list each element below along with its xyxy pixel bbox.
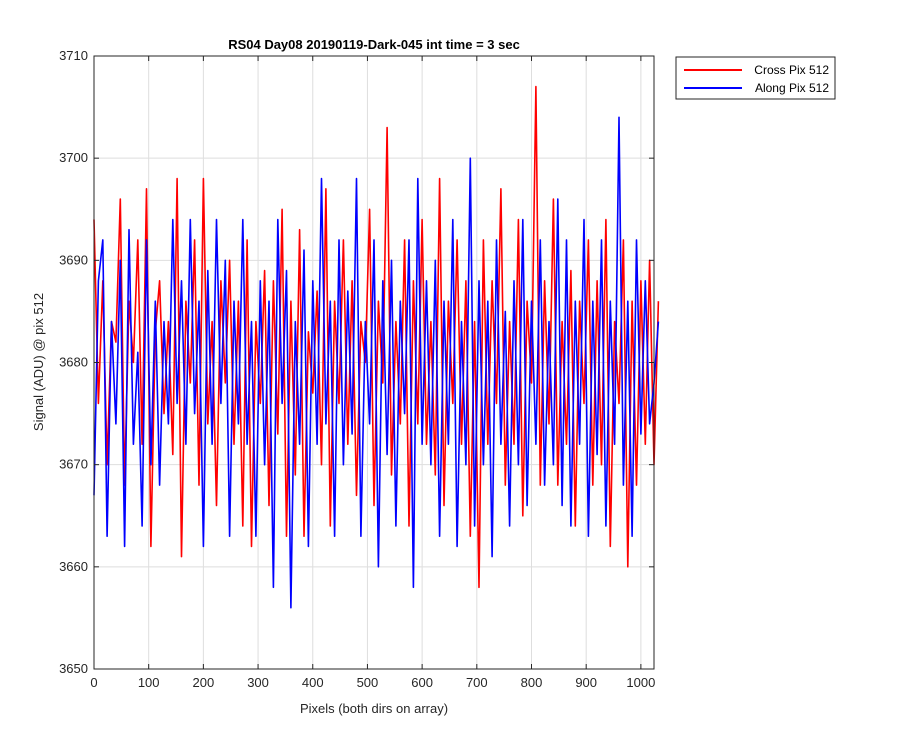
y-tick-label: 3700 [59, 150, 88, 165]
x-tick-label: 900 [575, 675, 597, 690]
tick-labels: 0 100 200 300 400 500 600 700 800 900 1000 3650 3660… [59, 48, 655, 690]
y-tick-label: 3660 [59, 559, 88, 574]
x-tick-label: 200 [193, 675, 215, 690]
chart-title: RS04 Day08 20190119-Dark-045 int time = … [228, 37, 520, 52]
y-tick-label: 3690 [59, 252, 88, 267]
x-tick-label: 700 [466, 675, 488, 690]
series-line-along [93, 116, 660, 609]
x-tick-label: 800 [521, 675, 543, 690]
legend-label-along: Along Pix 512 [755, 81, 829, 95]
series-layer [93, 85, 660, 609]
legend: Cross Pix 512 Along Pix 512 [675, 56, 836, 100]
x-tick-label: 100 [138, 675, 160, 690]
x-axis-label: Pixels (both dirs on array) [300, 701, 448, 716]
x-tick-label: 300 [247, 675, 269, 690]
x-tick-label: 600 [411, 675, 433, 690]
y-tick-label: 3680 [59, 355, 88, 370]
x-tick-label: 0 [90, 675, 97, 690]
y-tick-label: 3670 [59, 457, 88, 472]
x-tick-label: 500 [357, 675, 379, 690]
y-tick-label: 3650 [59, 661, 88, 676]
legend-label-cross: Cross Pix 512 [754, 63, 829, 77]
x-tick-label: 1000 [626, 675, 655, 690]
ticks [93, 55, 654, 670]
y-axis-label: Signal (ADU) @ pix 512 [31, 293, 46, 431]
legend-box [675, 56, 836, 100]
y-tick-label: 3710 [59, 48, 88, 63]
x-tick-label: 400 [302, 675, 324, 690]
